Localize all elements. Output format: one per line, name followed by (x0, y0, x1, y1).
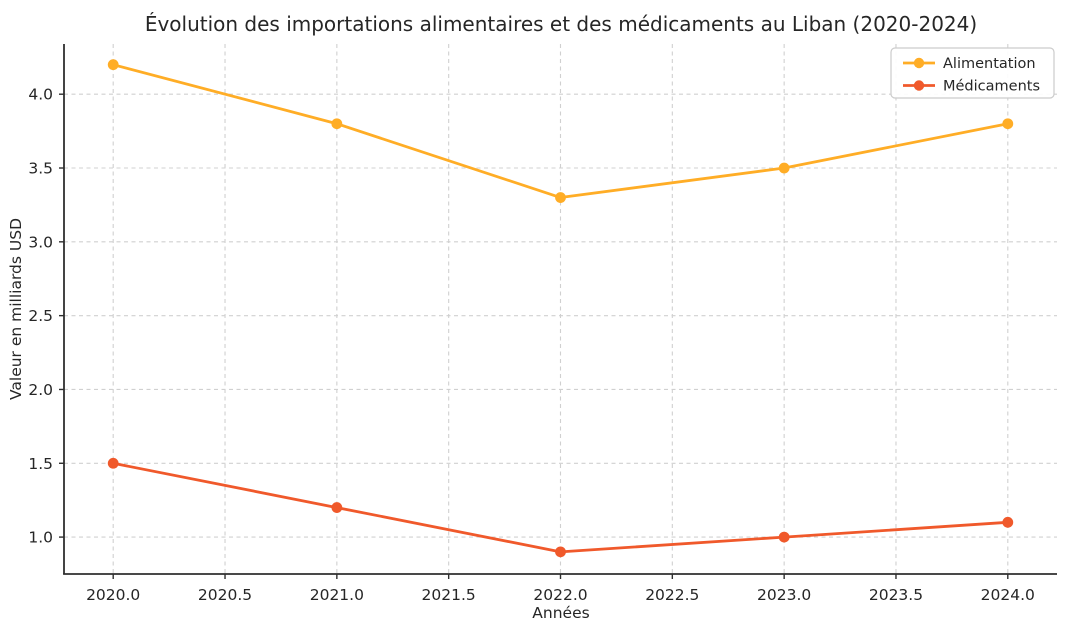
y-tick-label: 1.0 (28, 529, 53, 547)
axis-layer: 2020.0 2020.5 2021.0 2021.5 2022.0 2022.5 2023… (28, 44, 1057, 604)
x-tick-label: 2020.5 (198, 586, 252, 604)
x-axis-label: Années (532, 604, 589, 622)
x-tick-label: 2022.5 (645, 586, 699, 604)
legend-layer: Alimentation Médicaments (890, 47, 1055, 99)
y-tick-label: 2.5 (28, 307, 53, 325)
y-tick-label: 3.0 (28, 233, 53, 251)
data-point-alimentation (1002, 118, 1014, 130)
y-tick-label: 4.0 (28, 86, 53, 104)
x-tick-label: 2021.0 (310, 586, 364, 604)
chart-title: Évolution des importations alimentaires … (145, 12, 977, 36)
x-tick-label: 2023.0 (757, 586, 811, 604)
legend-sample-marker-medicaments (913, 80, 925, 91)
y-tick-label: 1.5 (28, 455, 53, 473)
data-point-medicaments (555, 546, 566, 558)
data-point-alimentation (555, 192, 566, 203)
data-point-alimentation (107, 59, 119, 71)
x-tick-label: 2024.0 (981, 586, 1035, 604)
data-point-medicaments (778, 531, 790, 543)
data-point-alimentation (778, 162, 790, 174)
legend-sample-marker-alimentation (913, 57, 925, 69)
data-point-medicaments (107, 457, 119, 469)
y-tick-label: 3.5 (28, 160, 53, 178)
legend-label-medicaments: Médicaments (943, 79, 1040, 95)
y-axis-label: Valeur en milliards USD (7, 218, 25, 400)
x-tick-label: 2020.0 (86, 586, 140, 604)
data-point-alimentation (331, 118, 343, 130)
x-tick-label: 2022.0 (533, 586, 587, 604)
x-tick-label: 2021.5 (422, 586, 476, 604)
x-tick-label: 2023.5 (869, 586, 923, 604)
series-line-medicaments (111, 461, 1010, 554)
series-layer (107, 59, 1014, 558)
grid-layer (64, 44, 1057, 574)
legend-label-alimentation: Alimentation (943, 56, 1036, 72)
data-point-medicaments (1002, 516, 1014, 528)
data-point-medicaments (331, 502, 343, 513)
y-tick-label: 2.0 (28, 381, 53, 399)
